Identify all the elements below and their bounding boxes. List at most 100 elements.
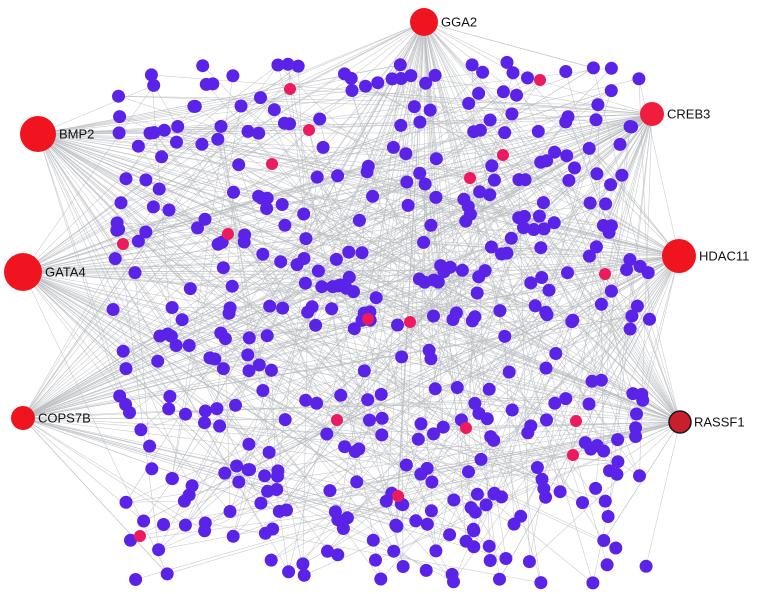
node xyxy=(524,276,538,290)
node xyxy=(237,235,251,249)
node xyxy=(271,469,284,483)
node xyxy=(418,177,432,191)
edge xyxy=(119,116,550,291)
node xyxy=(449,306,463,320)
edge xyxy=(37,133,218,140)
node xyxy=(418,275,432,289)
edge xyxy=(645,421,681,567)
node xyxy=(331,548,345,562)
node xyxy=(124,533,137,547)
node xyxy=(267,103,281,117)
pink-node xyxy=(303,124,315,136)
node-label: RASSF1 xyxy=(694,414,745,429)
node xyxy=(254,91,267,105)
edge xyxy=(267,490,474,532)
edge xyxy=(22,271,382,436)
node xyxy=(196,59,210,73)
node xyxy=(548,145,562,159)
node xyxy=(260,329,274,343)
node xyxy=(147,78,161,92)
node xyxy=(386,140,400,154)
edge xyxy=(22,271,616,549)
node xyxy=(234,99,248,113)
edge xyxy=(523,227,610,471)
pink-node xyxy=(570,415,582,427)
node xyxy=(252,126,266,140)
node xyxy=(461,200,475,213)
node xyxy=(483,188,497,202)
edge xyxy=(351,90,632,128)
node xyxy=(465,58,479,72)
node xyxy=(226,69,240,83)
node xyxy=(214,119,228,133)
node xyxy=(223,505,237,518)
node xyxy=(232,475,246,489)
node xyxy=(479,498,493,512)
edge xyxy=(116,222,159,550)
pink-node xyxy=(222,228,234,240)
edge xyxy=(125,132,155,179)
node xyxy=(470,487,484,501)
node xyxy=(185,479,199,493)
node xyxy=(256,384,270,397)
node xyxy=(241,348,255,362)
edge xyxy=(22,67,594,273)
node xyxy=(137,514,151,528)
node xyxy=(178,518,192,532)
node xyxy=(604,61,618,75)
node xyxy=(299,393,313,407)
edge xyxy=(568,113,653,181)
node xyxy=(374,387,388,401)
node xyxy=(143,439,157,453)
hub-node xyxy=(20,116,56,152)
edge xyxy=(22,271,403,505)
node xyxy=(505,107,519,121)
node xyxy=(539,490,553,504)
node xyxy=(281,57,295,71)
edge xyxy=(267,272,649,337)
node xyxy=(350,475,364,489)
node xyxy=(310,396,324,410)
node xyxy=(532,209,546,223)
pink-node xyxy=(266,158,278,170)
node xyxy=(468,396,482,410)
node xyxy=(198,524,212,538)
edge xyxy=(125,255,680,503)
edge xyxy=(22,258,116,419)
edge xyxy=(408,205,466,222)
node xyxy=(473,185,487,199)
node xyxy=(242,331,256,345)
node xyxy=(210,402,224,416)
edge xyxy=(37,133,360,221)
pink-node xyxy=(497,149,509,161)
node xyxy=(338,440,352,454)
edge xyxy=(473,131,681,423)
node xyxy=(474,452,488,466)
edge xyxy=(305,72,483,239)
edge xyxy=(202,65,547,421)
pink-node xyxy=(404,316,416,328)
pink-node xyxy=(284,83,296,95)
node xyxy=(191,221,204,235)
node xyxy=(401,198,415,212)
node xyxy=(298,276,312,290)
node xyxy=(129,573,143,586)
node xyxy=(163,389,177,403)
node xyxy=(594,297,608,311)
edge xyxy=(471,64,491,561)
edge xyxy=(22,271,355,329)
node xyxy=(179,407,192,421)
edge xyxy=(37,133,505,337)
node xyxy=(630,299,644,313)
node xyxy=(359,79,372,93)
node xyxy=(108,252,122,266)
node xyxy=(394,118,408,132)
node xyxy=(211,132,225,146)
node xyxy=(540,154,554,168)
edge xyxy=(22,271,546,313)
node xyxy=(230,459,244,473)
edge xyxy=(423,21,544,203)
node xyxy=(524,419,538,433)
edge xyxy=(235,404,370,421)
